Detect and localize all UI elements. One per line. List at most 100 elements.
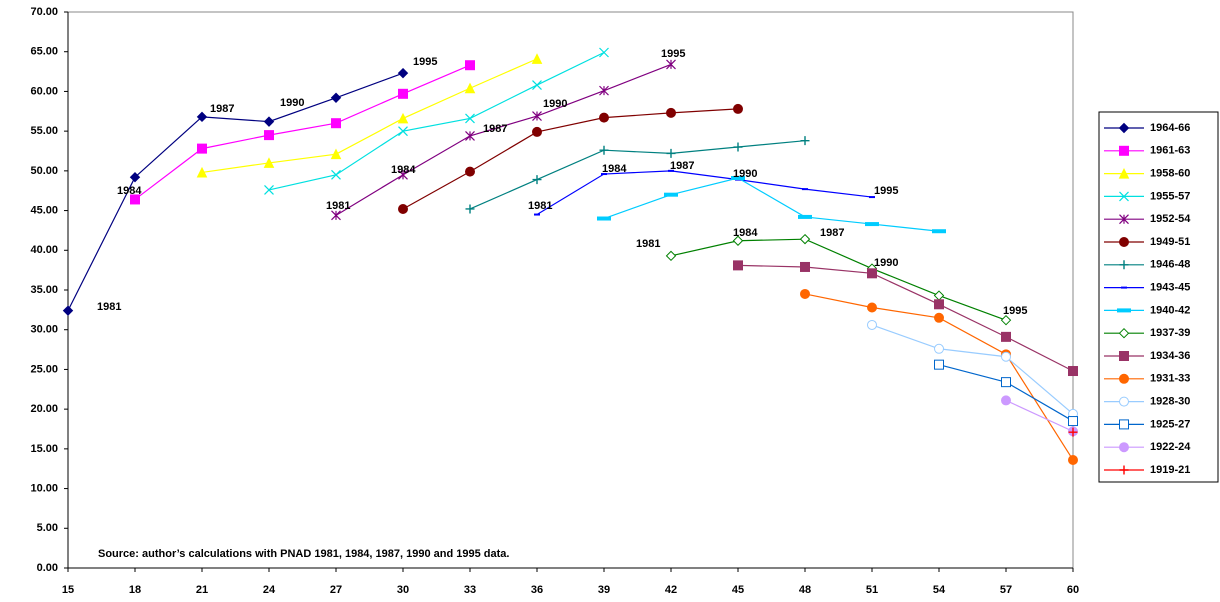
marker [731,176,745,181]
plot-area [67,11,1074,569]
x-tick-label: 57 [1000,584,1012,596]
marker [1119,419,1129,430]
y-tick-label: 0.00 [37,562,58,574]
marker [532,175,542,185]
legend-label: 1961-63 [1150,145,1190,157]
marker [869,196,875,199]
marker [800,136,810,146]
marker [398,88,408,99]
marker [1119,373,1129,384]
marker [802,188,808,191]
marker [1001,351,1011,362]
annotation: 1981 [326,200,350,212]
marker [532,126,542,137]
y-tick-label: 40.00 [30,244,58,256]
series-line [134,64,471,200]
y-tick-label: 70.00 [30,6,58,18]
legend-label: 1955-57 [1150,190,1190,202]
marker [465,113,475,124]
marker [1117,308,1131,313]
series-line [469,140,806,210]
y-tick-label: 65.00 [30,46,58,58]
x-tick-label: 51 [866,584,878,596]
marker [465,60,475,71]
series-line [737,264,1074,372]
marker [798,214,812,219]
series-line [335,63,672,216]
marker [733,103,743,114]
y-tick-label: 55.00 [30,125,58,137]
legend-label: 1943-45 [1150,282,1190,294]
marker [1001,331,1011,342]
x-tick-label: 21 [196,584,208,596]
series-line [201,58,538,174]
marker [264,130,274,141]
marker [865,222,879,227]
marker [668,169,674,172]
x-tick-label: 18 [129,584,141,596]
annotation: 1984 [117,185,142,197]
marker [599,112,609,123]
annotation: 1987 [820,227,844,239]
x-tick-label: 24 [263,584,276,596]
x-tick-label: 27 [330,584,342,596]
marker [867,319,877,330]
legend-label: 1925-27 [1150,418,1190,430]
marker [933,290,945,301]
marker [62,305,74,316]
marker [331,169,341,180]
marker [932,229,946,234]
marker [666,59,676,70]
marker [666,107,676,118]
y-tick-label: 50.00 [30,165,58,177]
annotation: 1984 [391,164,416,176]
marker [532,80,542,90]
annotation: 1984 [733,227,758,239]
marker [1118,167,1130,179]
series-line [402,108,739,210]
y-tick-label: 60.00 [30,85,58,97]
marker [263,116,275,127]
series-line [670,238,1007,321]
marker [799,233,811,245]
marker [599,145,609,155]
legend-label: 1952-54 [1150,213,1191,225]
legend-label: 1934-36 [1150,350,1190,362]
marker [331,210,341,221]
legend-label: 1931-33 [1150,373,1190,385]
marker [1068,416,1078,427]
legend-label: 1928-30 [1150,396,1190,408]
series-line [67,72,404,311]
marker [934,343,944,354]
x-tick-label: 33 [464,584,476,596]
marker [196,111,208,123]
marker [330,92,342,103]
marker [263,157,275,168]
series-line [268,51,605,191]
annotation: 1995 [874,185,898,197]
marker [398,203,408,214]
marker [733,260,743,271]
marker [597,216,611,221]
marker [1001,395,1011,406]
marker [934,312,944,323]
marker [1121,286,1127,289]
marker [397,112,409,124]
annotation: 1995 [413,56,437,68]
marker [1000,314,1012,326]
x-tick-label: 48 [799,584,811,596]
marker [465,166,475,177]
x-tick-label: 15 [62,584,74,596]
marker [934,299,944,310]
y-tick-label: 30.00 [30,324,58,336]
annotation: 1987 [210,103,234,115]
marker [1118,122,1130,134]
y-tick-label: 35.00 [30,284,58,296]
marker [465,204,475,214]
annotation: 1984 [602,163,627,175]
marker [398,126,408,137]
annotation: 1990 [874,257,898,269]
legend-label: 1946-48 [1150,259,1190,271]
annotation: 1981 [97,301,121,313]
x-tick-label: 39 [598,584,610,596]
